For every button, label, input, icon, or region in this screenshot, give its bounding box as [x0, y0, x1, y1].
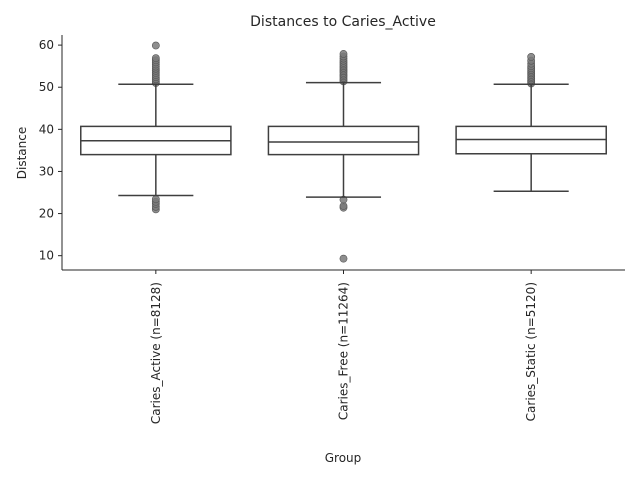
boxes [80, 41, 607, 263]
outlier-point [151, 41, 160, 50]
box-group [267, 50, 420, 263]
y-tick-label: 50 [39, 80, 54, 94]
x-tick-label: Caries_Active (n=8128) [149, 282, 163, 424]
x-tick-label: Caries_Free (n=11264) [337, 282, 351, 420]
y-tick-label: 30 [39, 164, 54, 178]
y-ticks: 10 20 30 40 50 60 [39, 38, 62, 263]
y-tick-label: 10 [39, 249, 54, 263]
outlier-point [151, 195, 160, 204]
x-ticks: Caries_Active (n=8128) Caries_Free (n=112… [149, 270, 538, 424]
x-axis-label: Group [325, 451, 362, 465]
outlier-point [339, 254, 348, 263]
chart-title: Distances to Caries_Active [250, 14, 436, 30]
box-group [80, 41, 232, 214]
y-tick-label: 20 [39, 207, 54, 221]
iqr-box [267, 125, 420, 156]
box-group [455, 52, 607, 192]
y-tick-label: 40 [39, 122, 54, 136]
y-axis-label: Distance [15, 127, 29, 179]
outlier-point [527, 52, 536, 61]
y-tick-label: 60 [39, 38, 54, 52]
outlier-point [151, 54, 160, 63]
x-tick-label: Caries_Static (n=5120) [524, 282, 538, 421]
outlier-point [339, 50, 348, 58]
